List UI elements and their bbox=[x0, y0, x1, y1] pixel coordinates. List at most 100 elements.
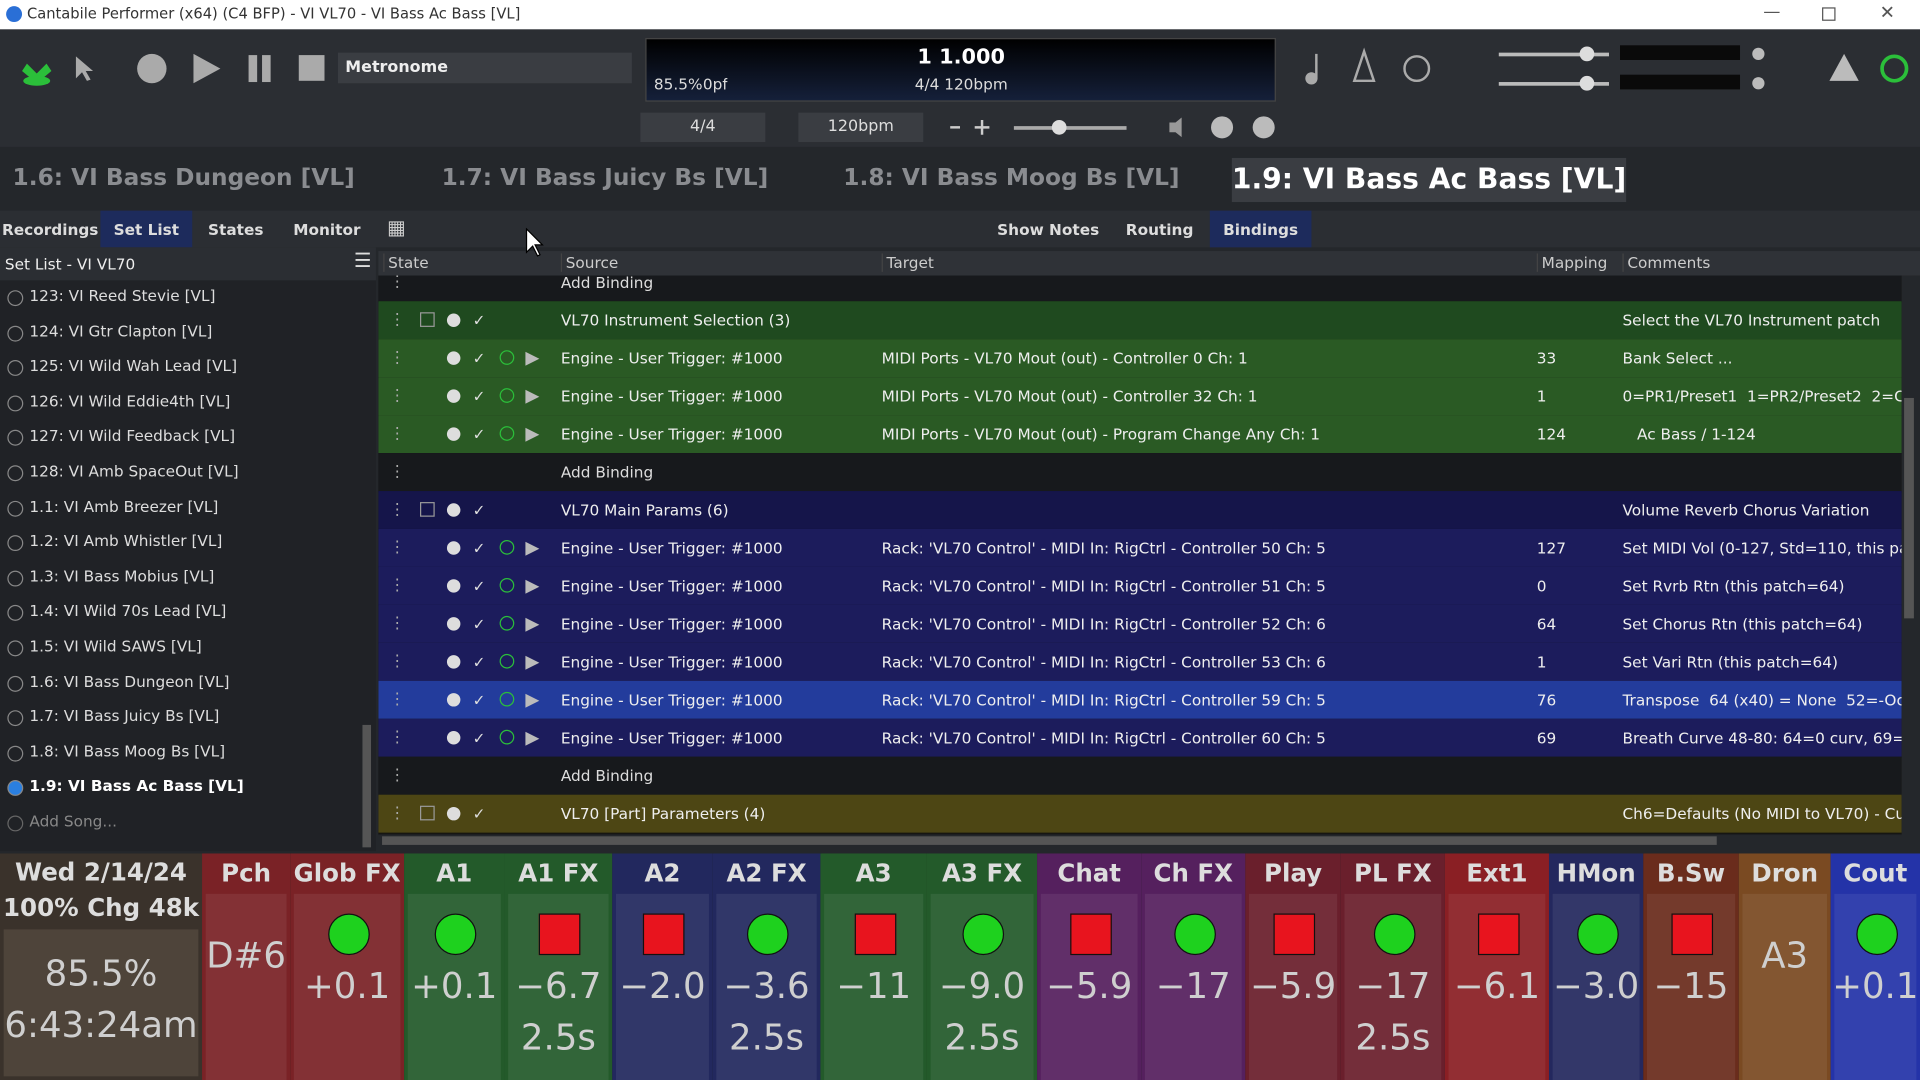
checkbox[interactable] bbox=[7, 290, 24, 307]
mute-icon[interactable] bbox=[1169, 117, 1182, 138]
check[interactable]: ✓ bbox=[472, 690, 486, 709]
record-button[interactable] bbox=[137, 53, 167, 84]
add-binding[interactable]: Add Binding bbox=[560, 275, 654, 292]
check[interactable]: ✓ bbox=[472, 614, 486, 634]
knob[interactable] bbox=[1211, 116, 1234, 139]
check[interactable]: ✓ bbox=[472, 576, 486, 596]
slider-knob[interactable] bbox=[1579, 75, 1595, 91]
play-icon[interactable]: ▶ bbox=[525, 422, 540, 445]
indicator-on[interactable] bbox=[746, 913, 789, 956]
table-row[interactable]: ⋮ Add Binding bbox=[378, 756, 1902, 796]
indicator-off[interactable] bbox=[1069, 913, 1112, 956]
pause-left[interactable] bbox=[248, 55, 258, 83]
slider-knob[interactable] bbox=[1579, 46, 1595, 62]
pause-right[interactable] bbox=[262, 55, 271, 83]
drag-handle[interactable]: ⋮ bbox=[389, 348, 406, 368]
drag-handle[interactable]: ⋮ bbox=[389, 652, 406, 672]
checkbox-checked[interactable] bbox=[7, 780, 24, 797]
table-row[interactable]: ⋮ ✓ ▶ Engine - User Trigger: #1000 MIDI Port… bbox=[378, 377, 1902, 417]
table-row[interactable]: ⋮ ✓ ▶ Engine - User Trigger: #1000 MIDI Port… bbox=[378, 415, 1902, 455]
tab[interactable]: Show Notes bbox=[997, 220, 1100, 239]
indicator-on[interactable] bbox=[1576, 913, 1619, 956]
checkbox[interactable] bbox=[7, 360, 24, 377]
set-list-item[interactable]: 124: VI Gtr Clapton [VL] bbox=[29, 321, 213, 340]
song-tab[interactable]: 1.9: VI Bass Ac Bass [VL] bbox=[1231, 164, 1627, 196]
channel-strip[interactable]: Cout +0.1 bbox=[1830, 853, 1920, 1080]
play-icon[interactable]: ▶ bbox=[525, 726, 540, 749]
checkbox[interactable] bbox=[7, 535, 24, 552]
checkbox[interactable] bbox=[7, 710, 24, 727]
drag-handle[interactable]: ⋮ bbox=[389, 690, 406, 709]
set-list-item[interactable]: 128: VI Amb SpaceOut [VL] bbox=[29, 461, 239, 481]
play-icon[interactable]: ▶ bbox=[525, 536, 540, 559]
time-sig-box[interactable] bbox=[640, 112, 766, 143]
set-list-item[interactable]: 127: VI Wild Feedback [VL] bbox=[29, 426, 236, 445]
check[interactable]: ✓ bbox=[472, 728, 486, 747]
drag-handle[interactable]: ⋮ bbox=[389, 576, 406, 596]
set-list-item[interactable]: 1.2: VI Amb Whistler [VL] bbox=[29, 531, 223, 551]
indicator-on[interactable] bbox=[327, 913, 370, 956]
check[interactable]: ✓ bbox=[472, 348, 486, 368]
channel-strip[interactable]: PL FX −17 2.5s bbox=[1340, 853, 1447, 1080]
play-icon[interactable]: ▶ bbox=[525, 346, 540, 369]
channel-strip[interactable]: Chat −5.9 bbox=[1037, 853, 1143, 1080]
table-row[interactable]: ⋮ ✓ ▶ Engine - User Trigger: #1000 Rack: 'VL… bbox=[378, 566, 1902, 607]
collapse-button[interactable] bbox=[420, 312, 435, 327]
drag-handle[interactable]: ⋮ bbox=[389, 386, 406, 406]
tempo-knob[interactable] bbox=[1051, 120, 1067, 135]
indicator-off[interactable] bbox=[1671, 913, 1714, 956]
drag-handle[interactable]: ⋮ bbox=[389, 766, 406, 785]
table-row[interactable]: ⋮ ✓ ▶ Engine - User Trigger: #1000 Rack: 'VL… bbox=[378, 642, 1902, 683]
set-list-item[interactable]: 1.6: VI Bass Dungeon [VL] bbox=[29, 671, 230, 691]
tab[interactable]: Bindings bbox=[1223, 220, 1299, 239]
play-button[interactable] bbox=[193, 53, 221, 84]
set-list-item[interactable]: 1.9: VI Bass Ac Bass [VL] bbox=[29, 776, 244, 796]
table-row[interactable]: ⋮ ✓ ▶ Engine - User Trigger: #1000 Rack: 'VL… bbox=[378, 718, 1902, 758]
table-row[interactable]: ⋮ ✓ ▶ Engine - User Trigger: #1000 Rack: 'VL… bbox=[378, 680, 1902, 721]
check[interactable]: ✓ bbox=[472, 311, 486, 330]
warning-icon[interactable] bbox=[1829, 53, 1859, 81]
indicator-on[interactable] bbox=[1173, 913, 1216, 956]
table-row[interactable]: ⋮ ✓ VL70 [Part] Parameters (4) Ch6=Defaults… bbox=[378, 794, 1902, 834]
select-tool[interactable] bbox=[75, 56, 94, 81]
drag-handle[interactable]: ⋮ bbox=[389, 424, 406, 444]
note-icon[interactable] bbox=[1305, 72, 1318, 85]
indicator-on[interactable] bbox=[1373, 913, 1415, 956]
set-list-menu[interactable]: ☰ bbox=[353, 248, 372, 272]
set-list-item[interactable]: 1.4: VI Wild 70s Lead [VL] bbox=[29, 601, 227, 621]
play-icon[interactable]: ▶ bbox=[525, 688, 540, 711]
tab[interactable]: Routing bbox=[1125, 220, 1194, 239]
checkbox[interactable] bbox=[7, 430, 24, 447]
indicator-off[interactable] bbox=[538, 913, 581, 956]
drag-handle[interactable]: ⋮ bbox=[389, 500, 406, 520]
tempo-box[interactable] bbox=[798, 112, 924, 143]
drag-handle[interactable]: ⋮ bbox=[389, 614, 406, 634]
add-binding[interactable]: Add Binding bbox=[560, 462, 654, 482]
channel-strip[interactable]: Ext1 −6.1 bbox=[1444, 853, 1551, 1080]
check[interactable]: ✓ bbox=[472, 538, 486, 558]
indicator-on[interactable] bbox=[434, 913, 477, 956]
tab[interactable]: Monitor bbox=[293, 220, 361, 239]
channel-strip[interactable]: Ch FX −17 bbox=[1141, 853, 1247, 1080]
drag-handle[interactable]: ⋮ bbox=[389, 462, 406, 482]
channel-strip[interactable]: A3 −11 bbox=[820, 853, 929, 1080]
set-list-item[interactable]: 1.8: VI Bass Moog Bs [VL] bbox=[29, 741, 226, 761]
checkbox[interactable] bbox=[7, 815, 24, 832]
table-row[interactable]: ⋮ Add Binding bbox=[378, 453, 1902, 493]
table-row[interactable]: ⋮ ✓ VL70 Main Params (6) Volume Reverb Chor… bbox=[378, 491, 1902, 531]
channel-strip[interactable]: A1 FX −6.7 2.5s bbox=[504, 853, 614, 1080]
play-icon[interactable]: ▶ bbox=[525, 384, 540, 407]
restore-button[interactable] bbox=[1822, 7, 1836, 21]
play-icon[interactable]: ▶ bbox=[525, 574, 540, 597]
tab[interactable]: Set List bbox=[113, 220, 180, 239]
indicator-off[interactable] bbox=[642, 913, 685, 956]
checkbox[interactable] bbox=[7, 325, 24, 342]
checkbox[interactable] bbox=[7, 640, 24, 657]
stop-button[interactable] bbox=[298, 55, 325, 81]
table-row[interactable]: ⋮ ✓ VL70 Instrument Selection (3) Select th… bbox=[378, 301, 1902, 341]
channel-strip[interactable]: A1 +0.1 bbox=[404, 853, 506, 1080]
set-list-item[interactable]: 1.7: VI Bass Juicy Bs [VL] bbox=[29, 706, 220, 726]
set-list-item[interactable]: 1.3: VI Bass Mobius [VL] bbox=[29, 566, 215, 586]
set-list-item[interactable]: 123: VI Reed Stevie [VL] bbox=[29, 286, 216, 305]
set-list-item[interactable]: 125: VI Wild Wah Lead [VL] bbox=[29, 356, 238, 375]
